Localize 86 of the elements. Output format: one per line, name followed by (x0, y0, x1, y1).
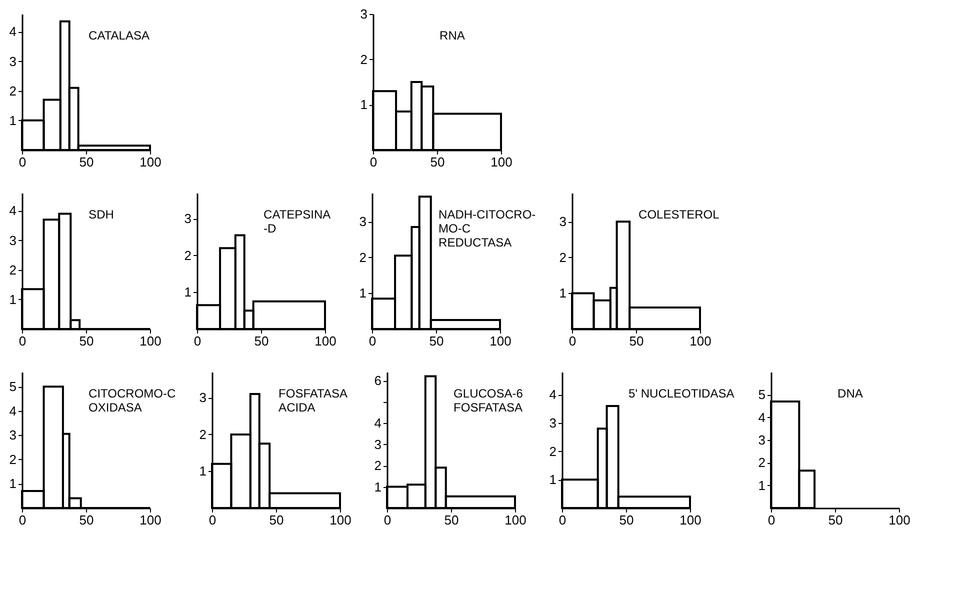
x-tick-label: 100 (490, 334, 512, 348)
y-tick-label: 1 (9, 476, 16, 492)
y-tick-label: 2 (758, 455, 766, 470)
x-tick-label: 0 (18, 512, 26, 528)
x-tick-label: 0 (368, 334, 376, 348)
text: CITOCROMO-C OXIDASA (88, 386, 176, 414)
y-tick-label: 2 (9, 452, 16, 467)
y-tick-label: 2 (549, 444, 556, 459)
text: FOSFATASA ACIDA (278, 386, 348, 414)
y-tick-label: 3 (199, 390, 206, 406)
y-tick-label: 4 (9, 24, 16, 40)
y-tick-label: 3 (549, 416, 556, 430)
x-tick-label: 100 (140, 512, 162, 528)
y-tick-label: 4 (549, 387, 556, 402)
y-tick-label: 1 (9, 292, 16, 307)
x-tick-label: 0 (568, 334, 576, 348)
y-tick-label: 2 (359, 250, 366, 265)
x-tick-label: 100 (504, 512, 526, 528)
y-tick-label: 2 (9, 83, 16, 98)
x-tick-label: 100 (690, 334, 712, 348)
y-tick-label: 2 (374, 458, 382, 473)
x-tick-label: 50 (444, 512, 459, 528)
y-tick-label: 1 (184, 284, 192, 300)
x-tick-label: 0 (208, 512, 216, 528)
y-tick-label: 3 (359, 214, 366, 230)
x-tick-label: 100 (314, 334, 336, 348)
y-tick-label: 4 (9, 203, 16, 218)
y-tick-label: 3 (758, 432, 766, 448)
x-tick-label: 50 (629, 334, 644, 348)
x-tick-label: 50 (828, 512, 843, 528)
x-tick-label: 50 (79, 154, 94, 170)
y-tick-label: 4 (374, 416, 382, 430)
x-tick-label: 50 (619, 512, 634, 528)
y-tick-label: 3 (9, 54, 16, 69)
y-tick-label: 2 (199, 426, 206, 442)
y-tick-label: 3 (184, 211, 192, 226)
y-tick-label: 1 (374, 479, 382, 494)
y-tick-label: 1 (359, 286, 366, 301)
x-tick-label: 50 (429, 334, 444, 348)
x-tick-label: 0 (194, 334, 202, 348)
x-tick-label: 100 (680, 512, 702, 528)
x-tick-label: 100 (888, 512, 910, 528)
x-tick-label: 50 (254, 334, 269, 348)
y-tick-label: 1 (199, 464, 206, 479)
x-tick-label: 50 (79, 512, 94, 528)
y-tick-label: 6 (374, 373, 382, 388)
y-tick-label: 2 (184, 248, 192, 263)
text: NADH-CITOCRO- MO-C REDUCTASA (438, 207, 536, 250)
x-tick-label: 100 (490, 154, 512, 170)
y-tick-label: 1 (360, 97, 368, 112)
x-tick-label: 0 (370, 154, 378, 170)
y-tick-label: 4 (9, 403, 16, 418)
y-tick-label: 3 (360, 6, 368, 22)
x-tick-label: 0 (768, 512, 776, 528)
y-tick-label: 4 (758, 410, 766, 425)
x-tick-label: 0 (558, 512, 566, 528)
y-tick-label: 2 (360, 52, 368, 67)
text: DNA (838, 386, 863, 400)
x-tick-label: 0 (384, 512, 392, 528)
text: CATEPSINA -D (264, 207, 331, 236)
y-tick-label: 3 (559, 214, 566, 230)
text: RNA (440, 28, 465, 42)
x-tick-label: 0 (18, 334, 26, 348)
x-tick-label: 50 (269, 512, 284, 528)
y-tick-label: 5 (9, 379, 16, 394)
text: CATALASA (88, 28, 150, 42)
x-tick-label: 50 (430, 154, 445, 170)
text: SDH (88, 207, 114, 222)
x-tick-label: 0 (18, 154, 26, 170)
x-tick-label: 100 (140, 334, 162, 348)
text: GLUCOSA-6 FOSFATASA (454, 386, 524, 414)
y-tick-label: 2 (559, 250, 566, 265)
y-tick-label: 5 (758, 387, 766, 402)
y-tick-label: 3 (9, 428, 16, 443)
y-tick-label: 1 (9, 112, 16, 128)
y-tick-label: 3 (374, 436, 382, 452)
y-tick-label: 2 (9, 262, 16, 278)
text: COLESTEROL (638, 207, 720, 222)
y-tick-label: 1 (758, 478, 766, 493)
x-tick-label: 100 (140, 154, 162, 170)
text: 5' NUCLEOTIDASA (628, 386, 734, 400)
y-tick-label: 3 (9, 232, 16, 248)
y-tick-label: 1 (549, 472, 556, 488)
x-tick-label: 100 (330, 512, 352, 528)
y-tick-label: 1 (559, 286, 566, 301)
x-tick-label: 50 (79, 334, 94, 348)
